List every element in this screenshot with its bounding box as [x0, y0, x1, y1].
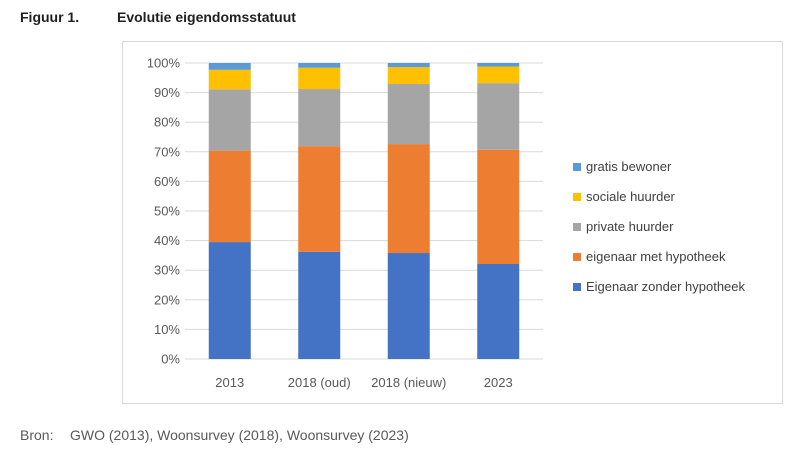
y-tick-label: 30%: [154, 263, 180, 278]
legend-swatch: [573, 283, 581, 291]
y-tick-label: 0%: [161, 352, 180, 367]
source-label: Bron:: [20, 427, 54, 443]
chart-area: 0% 10% 20% 30% 40% 50% 60% 70% 80% 90% 100% 2013 201…: [122, 41, 783, 404]
bar-segment: [387, 67, 430, 85]
bar-segment: [208, 89, 251, 151]
legend-swatch: [573, 163, 581, 171]
y-tick-label: 60%: [154, 174, 180, 189]
stacked-bar-chart: 0% 10% 20% 30% 40% 50% 60% 70% 80% 90% 100% 2013 201…: [147, 56, 543, 390]
source-text: GWO (2013), Woonsurvey (2018), Woonsurve…: [70, 427, 409, 443]
bar-segment: [208, 242, 251, 359]
legend-label: private huurder: [586, 219, 674, 234]
bar-segment: [298, 89, 341, 147]
legend-swatch: [573, 253, 581, 261]
x-tick-label: 2023: [484, 375, 513, 390]
bar-segment: [477, 66, 520, 84]
y-tick-label: 70%: [154, 144, 180, 159]
figure-number: Figuur 1.: [20, 9, 80, 25]
bar-segment: [298, 67, 341, 90]
y-tick-label: 40%: [154, 233, 180, 248]
bar-segment: [298, 251, 341, 359]
y-tick-label: 20%: [154, 292, 180, 307]
bar-segment: [387, 63, 430, 68]
x-tick-label: 2018 (nieuw): [371, 375, 446, 390]
legend-swatch: [573, 223, 581, 231]
bar-segment: [387, 84, 430, 145]
legend-swatch: [573, 193, 581, 201]
y-tick-label: 100%: [147, 56, 181, 71]
y-tick-label: 10%: [154, 322, 180, 337]
bar-segment: [477, 149, 520, 264]
bar-segment: [387, 253, 430, 359]
x-tick-label: 2018 (oud): [288, 375, 351, 390]
legend-label: Eigenaar zonder hypotheek: [586, 279, 746, 294]
legend-label: eigenaar met hypotheek: [586, 249, 726, 264]
bar-segment: [387, 144, 430, 254]
bar-segment: [477, 83, 520, 150]
y-tick-label: 90%: [154, 85, 180, 100]
bar-segment: [208, 63, 251, 70]
legend-label: sociale huurder: [586, 189, 675, 204]
x-tick-label: 2013: [215, 375, 244, 390]
bar-segment: [298, 146, 341, 252]
bar-segment: [477, 263, 520, 359]
bar-segment: [208, 69, 251, 90]
figure-title: Evolutie eigendomsstatuut: [117, 9, 296, 25]
legend-label: gratis bewoner: [586, 159, 672, 174]
source-note: Bron: GWO (2013), Woonsurvey (2018), Woon…: [20, 427, 409, 443]
y-tick-label: 50%: [154, 204, 180, 219]
y-tick-label: 80%: [154, 115, 180, 130]
bar-segment: [477, 63, 520, 67]
bar-segment: [208, 150, 251, 243]
bar-segment: [298, 63, 341, 68]
